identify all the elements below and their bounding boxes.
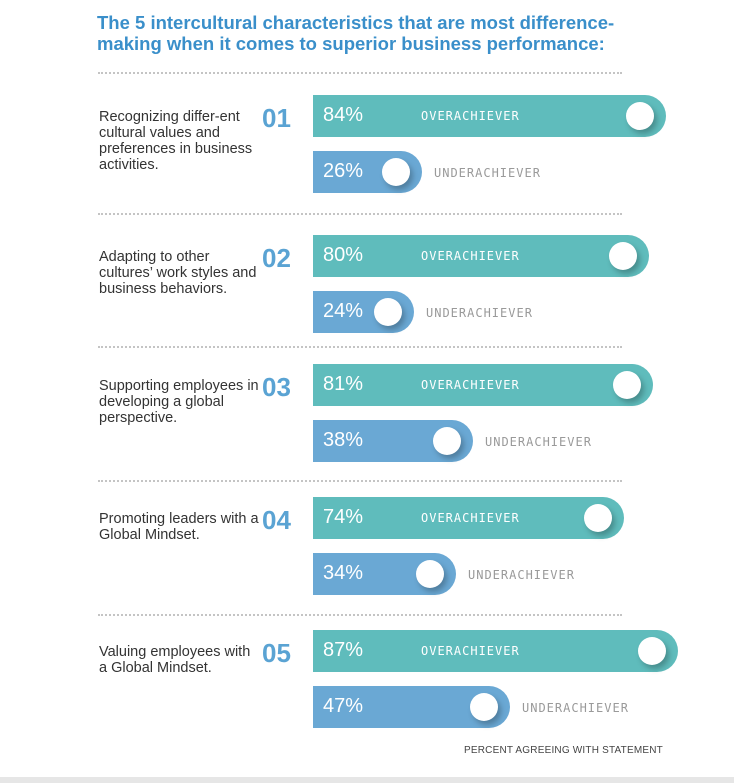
category-label: Supporting employees in developing a glo…	[99, 378, 259, 426]
category-number: 02	[262, 243, 291, 273]
overachiever-bar: 84% OVERACHIEVER	[313, 95, 666, 137]
characteristic-row: Recognizing differ-ent cultural values a…	[0, 95, 734, 215]
overachiever-value-label: 80%	[323, 244, 364, 266]
chart-title: The 5 intercultural characteristics that…	[97, 12, 615, 54]
underachiever-bar: 38%	[313, 420, 473, 462]
overachiever-value-label: 74%	[323, 506, 364, 528]
category-label: Valuing employees with a Global Mindset.	[99, 644, 251, 676]
category-label: Recognizing differ-ent cultural values a…	[99, 109, 253, 173]
underachiever-value-label: 47%	[323, 695, 364, 717]
bar-knob	[638, 637, 666, 665]
bar-knob	[626, 102, 654, 130]
overachiever-series-label: OVERACHIEVER	[421, 109, 520, 123]
bar-knob	[374, 298, 402, 326]
category-label: Promoting leaders with a Global Mindset.	[99, 511, 259, 543]
characteristic-row: Promoting leaders with a Global Mindset.…	[0, 497, 734, 617]
section-divider	[98, 480, 622, 482]
bar-knob	[382, 158, 410, 186]
category-label: Adapting to other cultures’ work styles …	[99, 249, 257, 297]
overachiever-series-label: OVERACHIEVER	[421, 644, 520, 658]
overachiever-value-label: 84%	[323, 104, 364, 126]
axis-caption: PERCENT AGREEING WITH STATEMENT	[464, 745, 663, 756]
bar-knob	[433, 427, 461, 455]
category-number: 05	[262, 638, 291, 668]
characteristic-row: Adapting to other cultures’ work styles …	[0, 235, 734, 355]
underachiever-series-label: UNDERACHIEVER	[434, 166, 541, 180]
bottom-rule	[0, 777, 734, 783]
underachiever-series-label: UNDERACHIEVER	[468, 568, 575, 582]
overachiever-bar: 80% OVERACHIEVER	[313, 235, 649, 277]
section-divider	[98, 346, 622, 348]
underachiever-series-label: UNDERACHIEVER	[522, 701, 629, 715]
section-divider	[98, 72, 622, 74]
overachiever-series-label: OVERACHIEVER	[421, 378, 520, 392]
category-number: 03	[262, 372, 291, 402]
category-number: 04	[262, 505, 291, 535]
bar-knob	[584, 504, 612, 532]
underachiever-bar: 26%	[313, 151, 422, 193]
section-divider	[98, 213, 622, 215]
overachiever-series-label: OVERACHIEVER	[421, 249, 520, 263]
category-number: 01	[262, 103, 291, 133]
overachiever-bar: 81% OVERACHIEVER	[313, 364, 653, 406]
characteristic-row: Valuing employees with a Global Mindset.…	[0, 630, 734, 750]
underachiever-value-label: 38%	[323, 429, 364, 451]
underachiever-bar: 34%	[313, 553, 456, 595]
bar-knob	[609, 242, 637, 270]
overachiever-bar: 74% OVERACHIEVER	[313, 497, 624, 539]
underachiever-bar: 24%	[313, 291, 414, 333]
underachiever-value-label: 26%	[323, 160, 364, 182]
bar-knob	[470, 693, 498, 721]
underachiever-series-label: UNDERACHIEVER	[485, 435, 592, 449]
bar-knob	[613, 371, 641, 399]
underachiever-bar: 47%	[313, 686, 510, 728]
characteristic-row: Supporting employees in developing a glo…	[0, 364, 734, 484]
overachiever-series-label: OVERACHIEVER	[421, 511, 520, 525]
overachiever-value-label: 87%	[323, 639, 364, 661]
bar-knob	[416, 560, 444, 588]
underachiever-value-label: 34%	[323, 562, 364, 584]
overachiever-value-label: 81%	[323, 373, 364, 395]
underachiever-series-label: UNDERACHIEVER	[426, 306, 533, 320]
overachiever-bar: 87% OVERACHIEVER	[313, 630, 678, 672]
underachiever-value-label: 24%	[323, 300, 364, 322]
section-divider	[98, 614, 622, 616]
